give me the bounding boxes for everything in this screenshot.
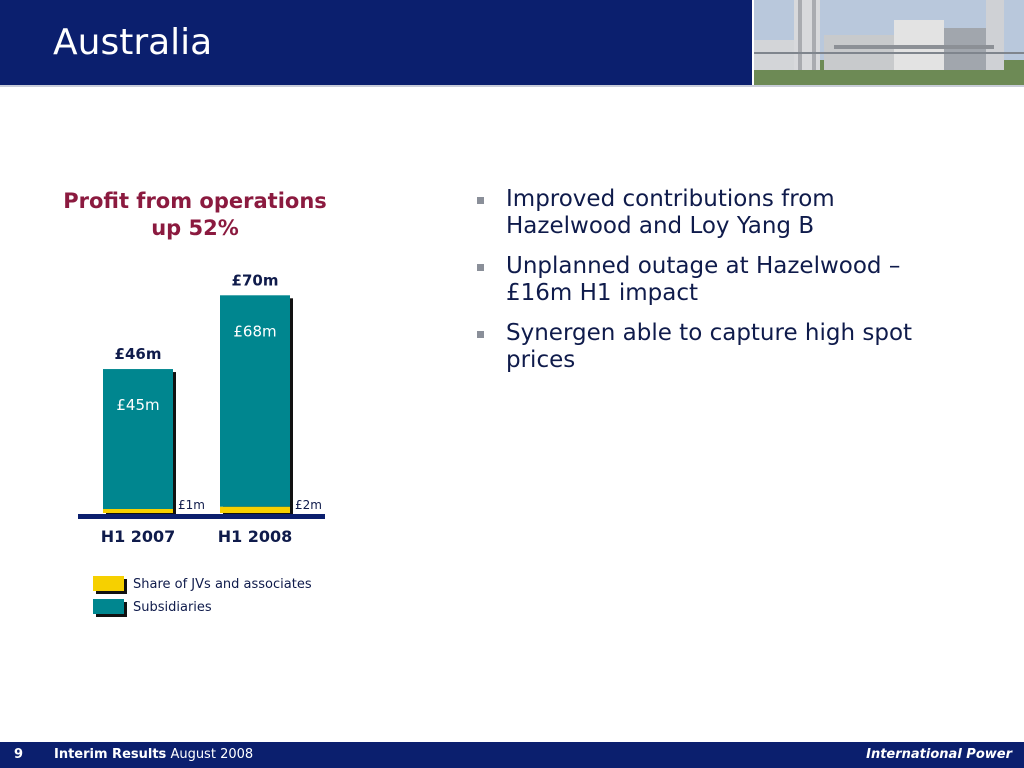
bullet-square-icon: [477, 197, 484, 204]
page-number: 9: [14, 747, 24, 762]
bar-subsidiaries: [220, 295, 290, 507]
chart-title-line-2: up 52%: [151, 216, 239, 240]
legend-swatch-subsidiaries: [93, 599, 127, 617]
bullet-list: Improved contributions from Hazelwood an…: [476, 186, 946, 387]
legend-label-subsidiaries: Subsidiaries: [133, 600, 212, 615]
header-divider: [0, 85, 1024, 87]
bar-total-label: £46m: [115, 345, 162, 363]
header-bar: Australia: [0, 0, 1024, 85]
chart-title-line-1: Profit from operations: [63, 189, 327, 213]
footer-bar: 9 Interim Results August 2008 Internatio…: [0, 742, 1024, 768]
deck-title: Interim Results: [54, 747, 167, 762]
bar-value-label-subsidiaries: £68m: [233, 322, 276, 340]
bar-value-label-subsidiaries: £45m: [116, 396, 159, 414]
bullet-text: Synergen able to capture high spot price…: [506, 320, 913, 373]
x-axis-line: [78, 514, 325, 519]
legend-swatch-jvs: [93, 576, 127, 594]
bullet-square-icon: [477, 331, 484, 338]
x-tick-label: H1 2008: [218, 527, 293, 546]
bar-total-label: £70m: [232, 271, 279, 289]
bar-subsidiaries: [103, 369, 173, 509]
bullet-item: Unplanned outage at Hazelwood – £16m H1 …: [476, 253, 946, 307]
brand-name: International Power: [866, 747, 1012, 762]
bullet-text: Unplanned outage at Hazelwood – £16m H1 …: [506, 253, 901, 306]
bar-jvs: [220, 506, 290, 513]
bar-jvs: [103, 509, 173, 513]
bullet-item: Improved contributions from Hazelwood an…: [476, 186, 946, 240]
x-tick-label: H1 2007: [101, 527, 176, 546]
deck-date: August 2008: [170, 747, 254, 762]
power-plant-image: [754, 0, 1024, 85]
bar-value-label-jvs: £2m: [295, 498, 322, 512]
power-plant-photo: [752, 0, 1024, 85]
legend-label-jvs: Share of JVs and associates: [133, 577, 312, 592]
deck-info: Interim Results August 2008: [54, 742, 253, 768]
chart-title: Profit from operations up 52%: [40, 188, 350, 242]
bar-value-label-jvs: £1m: [178, 498, 205, 512]
bullet-square-icon: [477, 264, 484, 271]
bullet-item: Synergen able to capture high spot price…: [476, 320, 946, 374]
slide-title: Australia: [53, 22, 213, 63]
bullet-text: Improved contributions from Hazelwood an…: [506, 186, 835, 239]
